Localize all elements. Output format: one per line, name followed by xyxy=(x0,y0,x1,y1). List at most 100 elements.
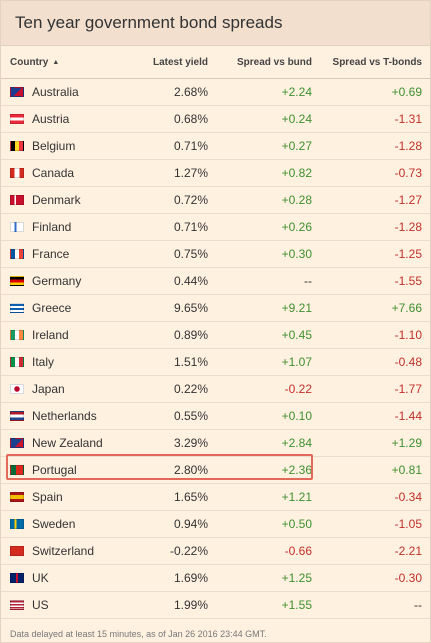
spread-vs-bund-cell: -0.66 xyxy=(218,537,322,565)
country-cell: Finland xyxy=(1,213,134,241)
table-row[interactable]: Canada 1.27% +0.82 -0.73 xyxy=(1,159,430,187)
table-row[interactable]: Spain 1.65% +1.21 -0.34 xyxy=(1,483,430,511)
spread-vs-bund-cell: +0.10 xyxy=(218,402,322,430)
table-row[interactable]: Australia 2.68% +2.24 +0.69 xyxy=(1,78,430,106)
flag-gr-icon xyxy=(10,303,24,313)
column-header-latest-yield[interactable]: Latest yield xyxy=(134,46,218,79)
table-row[interactable]: Finland 0.71% +0.26 -1.28 xyxy=(1,213,430,241)
spread-vs-tbonds-cell: -1.28 xyxy=(322,213,430,241)
table-row[interactable]: Germany 0.44% -- -1.55 xyxy=(1,267,430,295)
country-cell: Portugal xyxy=(1,456,134,484)
spread-vs-tbonds-cell: -1.77 xyxy=(322,375,430,403)
table-row[interactable]: Sweden 0.94% +0.50 -1.05 xyxy=(1,510,430,538)
country-name: Denmark xyxy=(32,193,81,207)
table-row[interactable]: Japan 0.22% -0.22 -1.77 xyxy=(1,375,430,403)
table-row[interactable]: Netherlands 0.55% +0.10 -1.44 xyxy=(1,402,430,430)
country-cell: Italy xyxy=(1,348,134,376)
table-row[interactable]: US 1.99% +1.55 -- xyxy=(1,591,430,619)
latest-yield-cell: -0.22% xyxy=(134,537,218,565)
flag-ie-icon xyxy=(10,330,24,340)
flag-us-icon xyxy=(10,600,24,610)
country-name: Italy xyxy=(32,355,55,369)
latest-yield-cell: 0.89% xyxy=(134,321,218,349)
spread-vs-bund-cell: -0.22 xyxy=(218,375,322,403)
latest-yield-cell: 0.71% xyxy=(134,213,218,241)
spread-vs-bund-cell: +0.30 xyxy=(218,240,322,268)
spread-vs-tbonds-cell: -2.21 xyxy=(322,537,430,565)
column-header-spread-vs-tbonds[interactable]: Spread vs T-bonds xyxy=(322,46,430,79)
table-row[interactable]: Greece 9.65% +9.21 +7.66 xyxy=(1,294,430,322)
table-row[interactable]: Italy 1.51% +1.07 -0.48 xyxy=(1,348,430,376)
column-header-spread-vs-bund[interactable]: Spread vs bund xyxy=(218,46,322,79)
latest-yield-cell: 3.29% xyxy=(134,429,218,457)
spread-vs-tbonds-cell: -1.27 xyxy=(322,186,430,214)
country-name: Canada xyxy=(32,166,75,180)
table-row[interactable]: Portugal 2.80% +2.36 +0.81 xyxy=(1,456,430,484)
country-cell: UK xyxy=(1,564,134,592)
country-cell: Japan xyxy=(1,375,134,403)
latest-yield-cell: 2.80% xyxy=(134,456,218,484)
table-row[interactable]: Belgium 0.71% +0.27 -1.28 xyxy=(1,132,430,160)
flag-jp-icon xyxy=(10,384,24,394)
flag-at-icon xyxy=(10,114,24,124)
spread-vs-tbonds-cell: -0.34 xyxy=(322,483,430,511)
spread-vs-tbonds-cell: -1.05 xyxy=(322,510,430,538)
spread-vs-tbonds-cell: +1.29 xyxy=(322,429,430,457)
latest-yield-cell: 1.65% xyxy=(134,483,218,511)
latest-yield-cell: 0.55% xyxy=(134,402,218,430)
spread-vs-bund-cell: +0.26 xyxy=(218,213,322,241)
country-cell: New Zealand xyxy=(1,429,134,457)
latest-yield-cell: 2.68% xyxy=(134,78,218,106)
table-row[interactable]: New Zealand 3.29% +2.84 +1.29 xyxy=(1,429,430,457)
country-cell: Netherlands xyxy=(1,402,134,430)
table-row[interactable]: Denmark 0.72% +0.28 -1.27 xyxy=(1,186,430,214)
country-name: Japan xyxy=(32,382,65,396)
table-row[interactable]: France 0.75% +0.30 -1.25 xyxy=(1,240,430,268)
bond-spreads-table: Country ▲ Latest yield Spread vs bund Spr… xyxy=(1,46,430,619)
country-name: Australia xyxy=(32,85,79,99)
spread-vs-tbonds-cell: -1.28 xyxy=(322,132,430,160)
latest-yield-cell: 0.22% xyxy=(134,375,218,403)
latest-yield-cell: 1.69% xyxy=(134,564,218,592)
country-name: Austria xyxy=(32,112,70,126)
column-header-country[interactable]: Country ▲ xyxy=(1,46,134,79)
spread-vs-bund-cell: +0.27 xyxy=(218,132,322,160)
country-cell: Germany xyxy=(1,267,134,295)
latest-yield-cell: 9.65% xyxy=(134,294,218,322)
flag-it-icon xyxy=(10,357,24,367)
table-row[interactable]: Austria 0.68% +0.24 -1.31 xyxy=(1,105,430,133)
spread-vs-tbonds-cell: -1.10 xyxy=(322,321,430,349)
flag-be-icon xyxy=(10,141,24,151)
spread-vs-bund-cell: +0.28 xyxy=(218,186,322,214)
country-name: France xyxy=(32,247,70,261)
country-name: UK xyxy=(32,571,49,585)
spread-vs-tbonds-cell: -0.73 xyxy=(322,159,430,187)
spread-vs-tbonds-cell: -1.31 xyxy=(322,105,430,133)
country-cell: Denmark xyxy=(1,186,134,214)
table-row[interactable]: UK 1.69% +1.25 -0.30 xyxy=(1,564,430,592)
spread-vs-bund-cell: +0.45 xyxy=(218,321,322,349)
latest-yield-cell: 0.68% xyxy=(134,105,218,133)
flag-ca-icon xyxy=(10,168,24,178)
spread-vs-bund-cell: +0.50 xyxy=(218,510,322,538)
spread-vs-tbonds-cell: -0.48 xyxy=(322,348,430,376)
spread-vs-bund-cell: +2.24 xyxy=(218,78,322,106)
widget-title: Ten year government bond spreads xyxy=(1,1,430,46)
flag-fi-icon xyxy=(10,222,24,232)
table-row[interactable]: Switzerland -0.22% -0.66 -2.21 xyxy=(1,537,430,565)
data-delay-footnote: Data delayed at least 15 minutes, as of … xyxy=(10,629,267,639)
country-cell: Greece xyxy=(1,294,134,322)
country-name: Belgium xyxy=(32,139,76,153)
spread-vs-tbonds-cell: -1.55 xyxy=(322,267,430,295)
country-name: Switzerland xyxy=(32,544,95,558)
flag-se-icon xyxy=(10,519,24,529)
spread-vs-tbonds-cell: -0.30 xyxy=(322,564,430,592)
country-cell: Canada xyxy=(1,159,134,187)
country-cell: Austria xyxy=(1,105,134,133)
country-name: Portugal xyxy=(32,463,77,477)
table-row[interactable]: Ireland 0.89% +0.45 -1.10 xyxy=(1,321,430,349)
latest-yield-cell: 0.44% xyxy=(134,267,218,295)
spread-vs-bund-cell: +0.24 xyxy=(218,105,322,133)
table-header-row: Country ▲ Latest yield Spread vs bund Spr… xyxy=(1,46,430,79)
